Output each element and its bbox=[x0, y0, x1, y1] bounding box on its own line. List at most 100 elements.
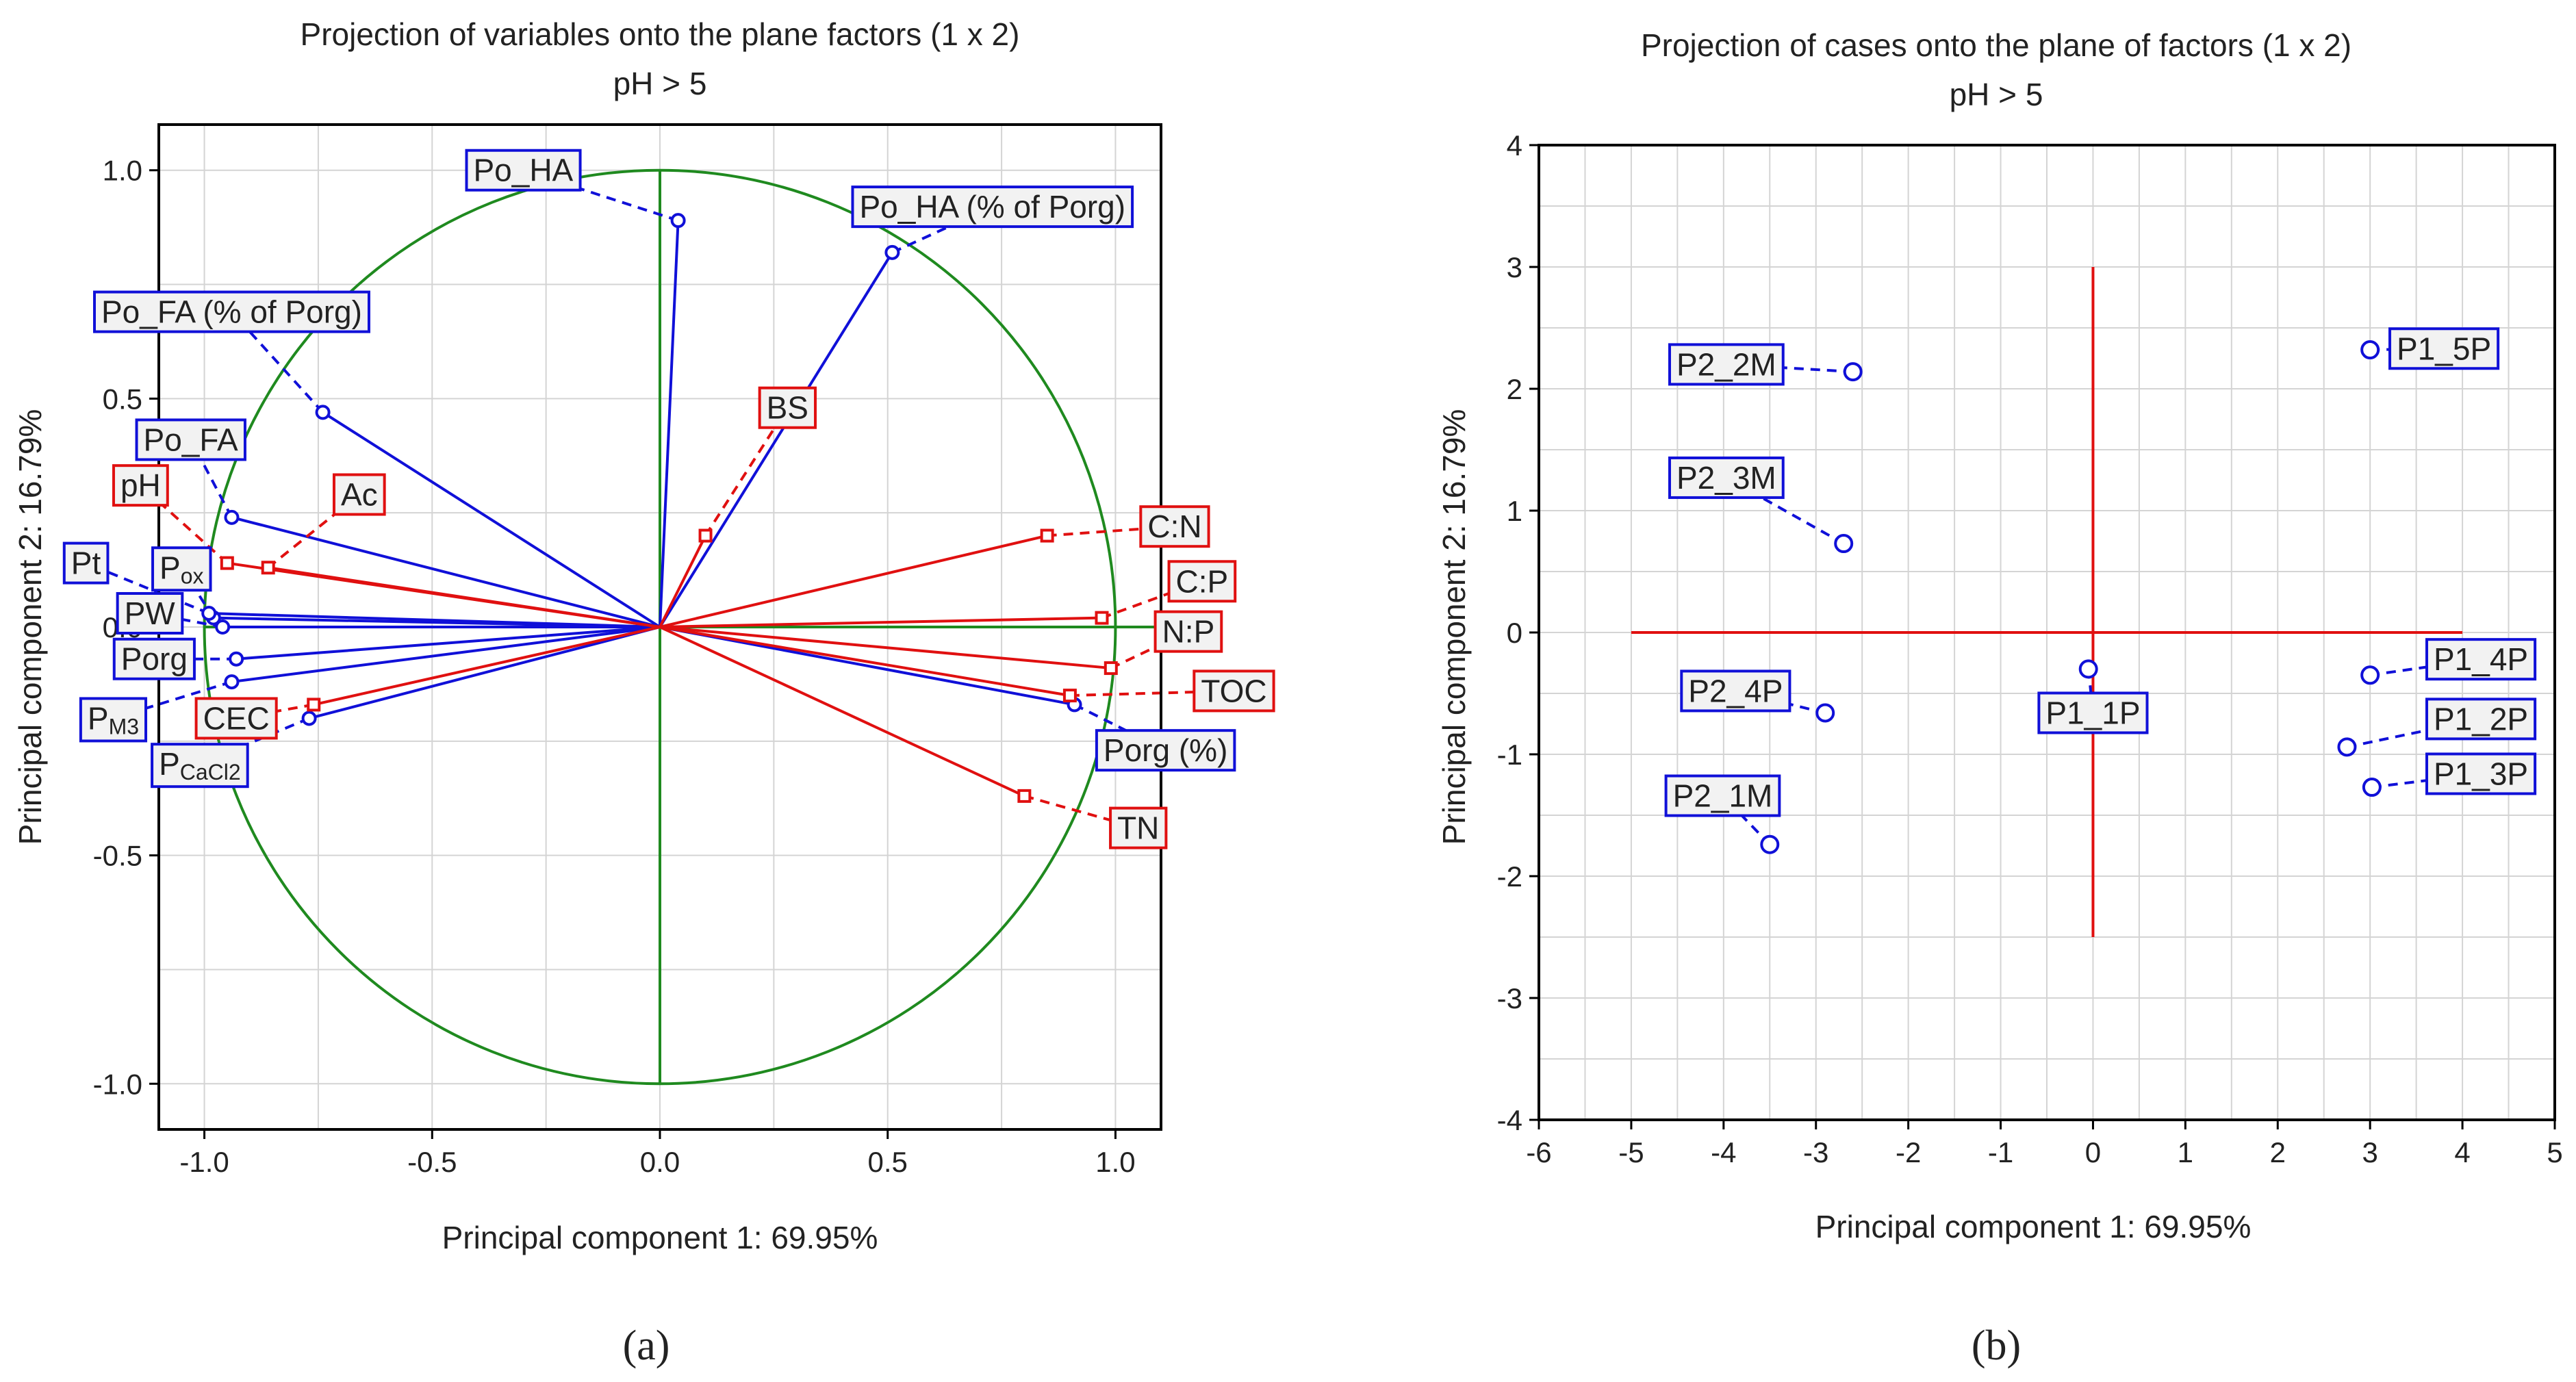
panel-a-title: Projection of variables onto the plane f… bbox=[301, 16, 1020, 52]
b-xtick-label: -5 bbox=[1618, 1136, 1644, 1168]
b-case-p1-2p-label-text: P1_2P bbox=[2434, 701, 2528, 737]
a-ytick-label: -1.0 bbox=[93, 1068, 142, 1100]
a-var-po-fa-of-porg-leader bbox=[230, 311, 324, 413]
b-ytick-label: 4 bbox=[1507, 129, 1522, 162]
b-case-p2-4p-marker bbox=[1815, 703, 1835, 723]
panel-b-letter: (b) bbox=[1972, 1322, 2021, 1369]
b-case-p1-5p-marker bbox=[2360, 340, 2380, 360]
a-var-po-ha-of-porg-label-box bbox=[851, 185, 1134, 229]
a-var-po-fa-label: Po_FA bbox=[135, 418, 246, 461]
b-case-p2-2m-label: P2_2M bbox=[1668, 343, 1785, 386]
panel-b-axis-ticks: -6 -5 -4 -3 -2 -1 0 1 2 3 4 5 4 3 2 1 0 -1 -2 -3 -4 bbox=[1497, 129, 2563, 1168]
b-case-p2-2m-marker bbox=[1843, 362, 1863, 382]
b-case-p1-1p-label-box bbox=[2037, 691, 2149, 734]
panel-a-x-axis-label: Principal component 1: 69.95% bbox=[442, 1220, 878, 1255]
a-var-ac-marker bbox=[261, 561, 275, 575]
a-ytick-label: 1.0 bbox=[103, 155, 142, 187]
b-case-p1-1p-label-text: P1_1P bbox=[2045, 695, 2140, 730]
a-var-ac-label: Ac bbox=[332, 473, 386, 516]
a-var-pcacl2-label-box bbox=[151, 743, 249, 789]
a-var-pt-label-text: Pt bbox=[71, 546, 101, 581]
b-ytick-label: -3 bbox=[1497, 982, 1522, 1014]
a-var-ph-label: pH bbox=[112, 464, 169, 507]
a-var-porg-label-text: Porg (%) bbox=[1104, 732, 1227, 768]
b-xtick-label: 0 bbox=[2085, 1136, 2101, 1168]
a-var-n-p-label: N:P bbox=[1153, 610, 1223, 653]
b-case-p1-5p-label: P1_5P bbox=[2388, 327, 2500, 370]
a-var-po-ha-label-text: Po_HA bbox=[473, 153, 573, 188]
b-case-p2-1m-label: P2_1M bbox=[1664, 774, 1781, 817]
b-case-p2-3m-label-text: P2_3M bbox=[1676, 460, 1776, 496]
a-var-c-n-label-box bbox=[1139, 505, 1210, 548]
b-case-p1-5p-label-text: P1_5P bbox=[2397, 331, 2491, 366]
a-var-cec-label-box bbox=[194, 697, 278, 740]
panel-a-variable-labels: Po_HA Po_HA (% of Porg) Po_FA (% of Porg) P… bbox=[62, 149, 1275, 849]
a-var-bs-marker bbox=[698, 528, 713, 543]
a-var-porg-marker bbox=[229, 651, 244, 667]
b-case-p1-4p-label: P1_4P bbox=[2425, 638, 2537, 681]
a-var-pw-label-text: PW bbox=[125, 596, 176, 631]
a-var-pw-marker bbox=[215, 619, 231, 635]
a-var-tn-label-box bbox=[1109, 806, 1168, 849]
a-var-po-ha-label-box bbox=[465, 149, 582, 192]
a-var-c-p-label: C:P bbox=[1167, 560, 1237, 603]
a-var-cec-label: CEC bbox=[194, 697, 278, 740]
a-var-pt-leader bbox=[85, 561, 209, 615]
b-xtick-label: 5 bbox=[2547, 1136, 2562, 1168]
b-ytick-label: -4 bbox=[1497, 1104, 1522, 1136]
a-var-n-p-label-box bbox=[1153, 610, 1223, 653]
a-var-pt-label: Pt bbox=[62, 541, 110, 585]
panel-b-cases-plot: Projection of cases onto the plane of fa… bbox=[1436, 27, 2563, 1369]
a-var-c-p-vector bbox=[659, 616, 1102, 628]
b-case-p1-2p-leader bbox=[2347, 717, 2482, 749]
a-var-po-ha-of-porg-leader bbox=[891, 205, 993, 254]
a-var-toc-label-box bbox=[1193, 669, 1275, 713]
a-var-po-fa-vector bbox=[231, 515, 661, 628]
b-case-p2-3m-label-box bbox=[1668, 456, 1785, 499]
b-case-p1-3p-marker bbox=[2362, 778, 2382, 797]
a-var-bs-leader bbox=[704, 407, 789, 537]
b-ytick-label: -1 bbox=[1497, 739, 1522, 771]
a-var-bs-label-box bbox=[758, 386, 817, 429]
a-var-po-fa-marker bbox=[224, 509, 240, 525]
b-case-p1-3p-label-text: P1_3P bbox=[2434, 756, 2528, 791]
b-xtick-label: -2 bbox=[1896, 1136, 1921, 1168]
b-ytick-label: 3 bbox=[1507, 251, 1522, 283]
a-var-bs-label: BS bbox=[758, 386, 817, 429]
a-var-c-n-label: C:N bbox=[1139, 505, 1210, 548]
b-ytick-label: 2 bbox=[1507, 373, 1522, 405]
a-var-po-fa-of-porg-vector bbox=[322, 411, 661, 628]
b-xtick-label: 4 bbox=[2454, 1136, 2470, 1168]
b-xtick-label: -4 bbox=[1711, 1136, 1736, 1168]
panel-b-title: Projection of cases onto the plane of fa… bbox=[1641, 27, 2351, 63]
b-case-p2-1m-label-text: P2_1M bbox=[1673, 778, 1773, 814]
b-case-p2-1m-marker bbox=[1760, 834, 1780, 854]
a-var-ac-leader bbox=[267, 493, 361, 569]
a-var-ac-label-box bbox=[332, 473, 386, 516]
b-case-p1-1p-marker bbox=[2078, 659, 2098, 679]
panel-a-variables-plot: Projection of variables onto the plane f… bbox=[12, 16, 1275, 1369]
a-var-ph-label-text: pH bbox=[120, 468, 161, 503]
b-xtick-label: 3 bbox=[2362, 1136, 2378, 1168]
panel-b-y-axis-label: Principal component 2: 16.79% bbox=[1436, 409, 1472, 845]
a-xtick-label: -1.0 bbox=[179, 1146, 229, 1178]
a-xtick-label: 0.5 bbox=[868, 1146, 908, 1178]
a-var-c-n-vector bbox=[659, 534, 1048, 628]
a-var-po-fa-label-box bbox=[135, 418, 246, 461]
a-var-toc-vector bbox=[659, 626, 1071, 698]
b-xtick-label: -3 bbox=[1803, 1136, 1828, 1168]
b-case-p1-4p-marker bbox=[2360, 665, 2380, 685]
b-xtick-label: -6 bbox=[1526, 1136, 1551, 1168]
a-var-pox-label-box bbox=[151, 546, 212, 592]
a-var-po-fa-of-porg-marker bbox=[315, 405, 331, 420]
a-var-po-fa-label-text: Po_FA bbox=[144, 422, 238, 457]
a-var-c-n-label-text: C:N bbox=[1147, 509, 1201, 544]
panel-a-subtitle: pH > 5 bbox=[613, 66, 707, 101]
a-var-po-ha-marker bbox=[670, 213, 686, 229]
a-var-pm3-marker bbox=[224, 674, 240, 690]
b-case-p2-4p-label-text: P2_4P bbox=[1688, 673, 1783, 708]
b-case-p1-3p-label: P1_3P bbox=[2425, 752, 2537, 795]
a-var-bs-vector bbox=[659, 535, 707, 628]
a-var-po-ha-of-porg-marker bbox=[884, 244, 900, 260]
